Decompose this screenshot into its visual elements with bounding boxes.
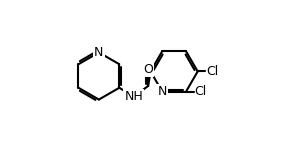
Text: N: N (94, 46, 104, 59)
Text: NH: NH (124, 90, 143, 103)
Text: N: N (158, 85, 167, 98)
Text: Cl: Cl (206, 65, 218, 78)
Text: O: O (143, 63, 153, 76)
Text: Cl: Cl (194, 85, 206, 98)
